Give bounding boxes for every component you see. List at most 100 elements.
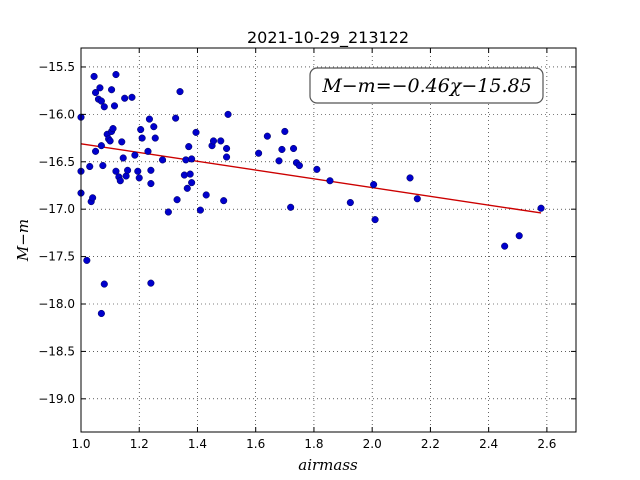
y-tick-label: −19.0 <box>38 392 75 406</box>
data-point <box>150 123 158 131</box>
data-point <box>223 144 231 153</box>
y-tick-label: −17.0 <box>38 202 75 216</box>
y-tick-label: −15.5 <box>38 60 75 74</box>
data-point <box>119 154 127 162</box>
data-point <box>97 142 105 150</box>
y-tick-label: −18.5 <box>38 344 75 358</box>
chart-title: 2021-10-29_213122 <box>247 28 409 48</box>
data-point <box>183 184 191 192</box>
data-point <box>131 151 139 159</box>
data-point <box>121 94 129 102</box>
data-point <box>370 180 378 189</box>
data-point <box>134 167 142 175</box>
data-point <box>371 216 379 224</box>
x-tick-label: 2.2 <box>421 437 440 451</box>
x-tick-label: 2.6 <box>537 437 556 451</box>
data-point <box>209 137 218 145</box>
data-point <box>275 157 283 165</box>
data-point <box>515 232 523 240</box>
y-tick-label: −16.5 <box>38 155 75 169</box>
data-points <box>77 70 545 318</box>
data-point <box>99 162 107 170</box>
data-point <box>188 155 196 163</box>
data-point <box>202 191 210 199</box>
y-tick-label: −16.0 <box>38 107 75 121</box>
data-point <box>182 156 190 164</box>
fit-line <box>80 143 542 214</box>
data-point <box>106 137 114 145</box>
data-point <box>109 125 117 133</box>
data-point <box>173 196 181 204</box>
data-point <box>90 72 98 80</box>
data-point <box>108 86 116 94</box>
data-point <box>97 97 105 105</box>
data-point <box>135 174 143 182</box>
data-point <box>124 166 132 174</box>
plot-frame <box>80 47 577 433</box>
data-point <box>147 279 155 287</box>
data-point <box>138 134 146 142</box>
data-point <box>116 177 124 185</box>
y-tick-label: −18.0 <box>38 297 75 311</box>
data-point <box>220 197 228 205</box>
data-point <box>112 70 120 79</box>
data-point <box>96 84 104 92</box>
data-point <box>128 93 136 101</box>
x-tick-label: 1.2 <box>130 437 149 451</box>
y-tick-label: −17.5 <box>38 250 75 264</box>
data-point <box>164 208 172 216</box>
data-point <box>278 145 286 154</box>
x-tick-label: 1.0 <box>71 437 90 451</box>
grid-lines <box>80 48 576 432</box>
data-point <box>176 88 184 96</box>
x-tick-label: 1.8 <box>304 437 323 451</box>
data-point <box>92 89 100 97</box>
data-point <box>185 143 193 151</box>
data-point <box>100 103 108 111</box>
data-point <box>413 195 421 203</box>
fit-equation-text: M−m=−0.46χ−15.85 <box>321 75 531 97</box>
data-point <box>281 127 289 135</box>
data-point <box>89 194 97 202</box>
data-point <box>151 134 159 142</box>
x-tick-label: 2.0 <box>363 437 382 451</box>
fit-line-group <box>80 143 542 214</box>
x-axis-label: airmass <box>298 456 358 474</box>
data-point <box>97 309 105 318</box>
x-tick-label: 1.6 <box>246 437 265 451</box>
data-point <box>255 149 263 157</box>
fit-equation-box: M−m=−0.46χ−15.85 <box>309 67 544 104</box>
y-axis-label: M−m <box>14 219 32 262</box>
x-tick-label: 2.4 <box>479 437 498 451</box>
data-point <box>346 198 354 207</box>
axis-ticks: 1.0 1.2 1.4 1.6 1.8 2.0 2.2 2.4 2.6 −15.5 −16.0 −16… <box>38 48 576 451</box>
data-point <box>188 179 196 187</box>
data-point <box>147 166 155 174</box>
data-point <box>406 174 414 182</box>
data-point <box>537 204 545 212</box>
data-point <box>137 125 145 134</box>
data-point <box>186 170 194 178</box>
data-point <box>112 167 120 175</box>
data-point <box>224 110 232 118</box>
data-point <box>172 114 180 122</box>
data-point <box>83 256 91 264</box>
data-point <box>217 137 225 145</box>
data-point <box>147 180 155 188</box>
data-point <box>144 147 152 155</box>
data-point <box>110 102 119 110</box>
data-point <box>263 132 271 140</box>
data-point <box>326 177 334 185</box>
data-point <box>145 115 153 123</box>
data-point <box>287 203 295 211</box>
data-point <box>118 138 126 146</box>
data-point <box>223 153 231 161</box>
x-tick-label: 1.4 <box>188 437 207 451</box>
data-point <box>100 280 108 288</box>
data-point <box>92 147 100 155</box>
data-point <box>196 206 204 214</box>
data-point <box>295 162 303 170</box>
data-point <box>158 156 167 164</box>
data-point <box>290 144 298 153</box>
